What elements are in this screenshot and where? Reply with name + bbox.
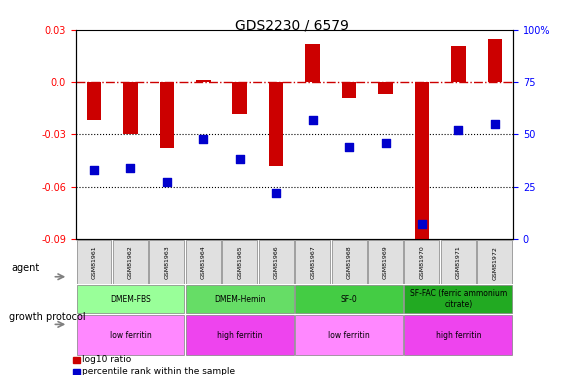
Bar <box>123 82 138 134</box>
FancyBboxPatch shape <box>149 240 184 284</box>
FancyBboxPatch shape <box>295 240 330 284</box>
Point <box>235 156 244 162</box>
Text: GSM81963: GSM81963 <box>164 246 170 279</box>
FancyBboxPatch shape <box>76 285 184 313</box>
Text: SF-FAC (ferric ammonium
citrate): SF-FAC (ferric ammonium citrate) <box>410 290 507 309</box>
Point <box>89 167 99 173</box>
FancyBboxPatch shape <box>405 315 512 356</box>
FancyBboxPatch shape <box>76 240 111 284</box>
Text: GSM81971: GSM81971 <box>456 246 461 279</box>
FancyBboxPatch shape <box>259 240 294 284</box>
FancyBboxPatch shape <box>441 240 476 284</box>
Bar <box>196 81 210 82</box>
Point <box>162 179 171 185</box>
Point <box>308 117 317 123</box>
Text: agent: agent <box>12 263 40 273</box>
Bar <box>305 44 320 82</box>
Bar <box>342 82 356 98</box>
FancyBboxPatch shape <box>76 315 184 356</box>
FancyBboxPatch shape <box>405 240 440 284</box>
Text: GSM81962: GSM81962 <box>128 246 133 279</box>
Bar <box>233 82 247 114</box>
Text: high ferritin: high ferritin <box>217 330 262 339</box>
Text: percentile rank within the sample: percentile rank within the sample <box>82 368 235 375</box>
Point <box>272 190 281 196</box>
Text: GSM81967: GSM81967 <box>310 246 315 279</box>
Text: growth protocol: growth protocol <box>9 312 85 322</box>
Text: high ferritin: high ferritin <box>436 330 481 339</box>
Text: GSM81965: GSM81965 <box>237 246 243 279</box>
FancyBboxPatch shape <box>186 240 221 284</box>
Point <box>345 144 354 150</box>
Text: GSM81961: GSM81961 <box>92 246 97 279</box>
Point <box>454 127 463 133</box>
Text: GSM81964: GSM81964 <box>201 246 206 279</box>
Bar <box>160 82 174 148</box>
Text: GSM81972: GSM81972 <box>492 246 497 279</box>
Bar <box>415 82 429 242</box>
FancyBboxPatch shape <box>295 315 403 356</box>
FancyBboxPatch shape <box>186 285 294 313</box>
Point <box>381 140 390 146</box>
Text: GDS2230 / 6579: GDS2230 / 6579 <box>234 19 349 33</box>
Text: DMEM-FBS: DMEM-FBS <box>110 295 151 304</box>
Bar <box>87 82 101 120</box>
Text: low ferritin: low ferritin <box>328 330 370 339</box>
Point <box>490 121 500 127</box>
Text: GSM81969: GSM81969 <box>383 246 388 279</box>
FancyBboxPatch shape <box>405 285 512 313</box>
FancyBboxPatch shape <box>332 240 367 284</box>
Text: log10 ratio: log10 ratio <box>82 356 131 364</box>
Point <box>126 165 135 171</box>
FancyBboxPatch shape <box>186 315 294 356</box>
Text: DMEM-Hemin: DMEM-Hemin <box>214 295 265 304</box>
Point <box>199 136 208 142</box>
Text: SF-0: SF-0 <box>340 295 357 304</box>
Bar <box>378 82 393 94</box>
Text: GSM81966: GSM81966 <box>273 246 279 279</box>
FancyBboxPatch shape <box>113 240 148 284</box>
Point <box>417 221 427 227</box>
FancyBboxPatch shape <box>222 240 257 284</box>
Text: low ferritin: low ferritin <box>110 330 152 339</box>
Bar <box>269 82 283 166</box>
FancyBboxPatch shape <box>368 240 403 284</box>
Bar <box>451 46 466 82</box>
Text: GSM81968: GSM81968 <box>346 246 352 279</box>
Bar <box>487 39 502 82</box>
FancyBboxPatch shape <box>295 285 403 313</box>
FancyBboxPatch shape <box>477 240 512 284</box>
Text: GSM81970: GSM81970 <box>419 246 424 279</box>
